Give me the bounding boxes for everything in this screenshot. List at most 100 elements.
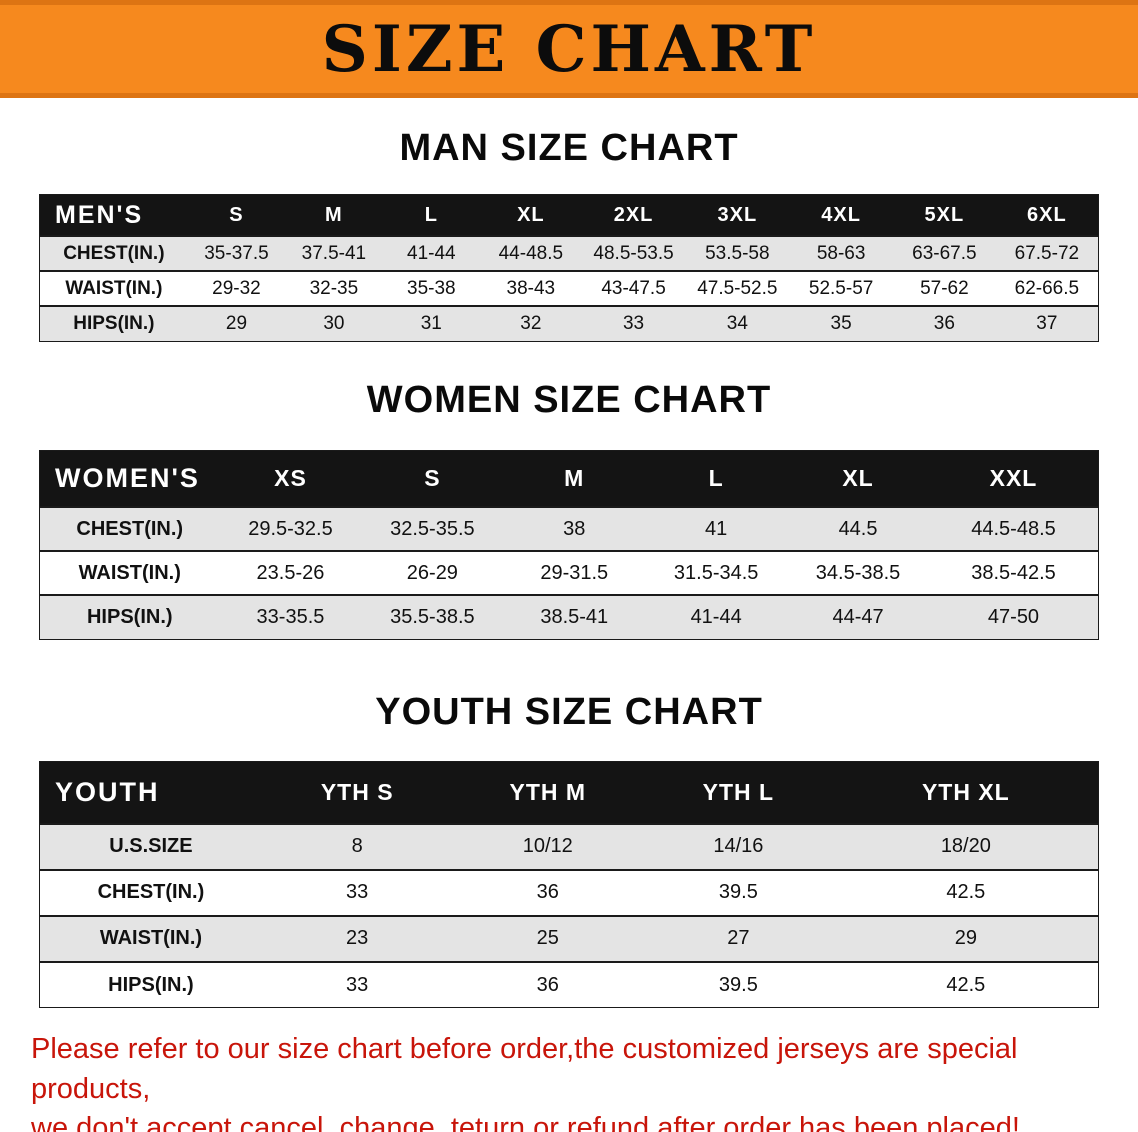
size-cell: 34 bbox=[685, 305, 790, 342]
size-column-header: XL bbox=[480, 194, 582, 237]
row-label: HIPS(IN.) bbox=[39, 305, 188, 342]
size-column-header: L bbox=[382, 194, 481, 237]
size-cell: 35.5-38.5 bbox=[361, 594, 504, 640]
size-cell: 58-63 bbox=[789, 235, 894, 272]
men-header-row: MEN'S S M L XL 2XL 3XL 4XL 5XL 6XL bbox=[39, 194, 1099, 237]
men-section: MAN SIZE CHART MEN'S S M L XL 2XL 3XL 4X… bbox=[0, 127, 1138, 342]
row-label: HIPS(IN.) bbox=[39, 960, 262, 1008]
size-cell: 36 bbox=[452, 868, 644, 916]
size-cell: 38 bbox=[503, 506, 646, 552]
size-cell: 33-35.5 bbox=[219, 594, 362, 640]
size-cell: 34.5-38.5 bbox=[787, 550, 929, 596]
size-column-header: L bbox=[645, 450, 788, 508]
size-cell: 33 bbox=[261, 960, 453, 1008]
size-cell: 47-50 bbox=[928, 594, 1099, 640]
women-header-row: WOMEN'S XS S M L XL XXL bbox=[39, 450, 1099, 508]
size-cell: 62-66.5 bbox=[995, 270, 1099, 307]
youth-section: YOUTH SIZE CHART YOUTH YTH S YTH M YTH L… bbox=[0, 690, 1138, 1009]
size-cell: 35 bbox=[789, 305, 894, 342]
row-label: HIPS(IN.) bbox=[39, 594, 220, 640]
disclaimer-line-2: we don't accept cancel, change, teturn o… bbox=[31, 1111, 1020, 1132]
size-cell: 48.5-53.5 bbox=[581, 235, 686, 272]
size-cell: 44.5 bbox=[787, 506, 929, 552]
size-cell: 36 bbox=[452, 960, 644, 1008]
row-label: CHEST(IN.) bbox=[39, 506, 220, 552]
row-label: WAIST(IN.) bbox=[39, 270, 188, 307]
size-column-header: M bbox=[503, 450, 646, 508]
disclaimer-line-1: Please refer to our size chart before or… bbox=[31, 1033, 1018, 1105]
size-cell: 53.5-58 bbox=[685, 235, 790, 272]
table-row: HIPS(IN.) 29 30 31 32 33 34 35 36 37 bbox=[39, 305, 1099, 342]
size-column-header: 6XL bbox=[995, 194, 1099, 237]
men-table-title: MEN'S bbox=[39, 194, 188, 237]
size-cell: 43-47.5 bbox=[581, 270, 686, 307]
youth-heading: YOUTH SIZE CHART bbox=[375, 690, 763, 733]
size-cell: 32.5-35.5 bbox=[361, 506, 504, 552]
table-row: CHEST(IN.) 35-37.5 37.5-41 41-44 44-48.5… bbox=[39, 235, 1099, 272]
row-label: CHEST(IN.) bbox=[39, 868, 262, 916]
size-column-header: 5XL bbox=[893, 194, 996, 237]
size-cell: 44.5-48.5 bbox=[928, 506, 1099, 552]
size-cell: 25 bbox=[452, 914, 644, 962]
women-size-table: WOMEN'S XS S M L XL XXL CHEST(IN.) 29.5-… bbox=[39, 449, 1099, 640]
row-label: WAIST(IN.) bbox=[39, 914, 262, 962]
size-cell: 30 bbox=[285, 305, 383, 342]
row-label: CHEST(IN.) bbox=[39, 235, 188, 272]
size-column-header: XXL bbox=[928, 450, 1099, 508]
size-column-header: S bbox=[187, 194, 286, 237]
size-cell: 39.5 bbox=[643, 868, 834, 916]
size-cell: 63-67.5 bbox=[893, 235, 996, 272]
size-column-header: YTH XL bbox=[833, 761, 1099, 824]
size-cell: 31.5-34.5 bbox=[645, 550, 788, 596]
size-cell: 37 bbox=[995, 305, 1099, 342]
size-cell: 10/12 bbox=[452, 822, 644, 870]
size-cell: 36 bbox=[893, 305, 996, 342]
size-column-header: 3XL bbox=[685, 194, 790, 237]
table-row: CHEST(IN.) 29.5-32.5 32.5-35.5 38 41 44.… bbox=[39, 506, 1099, 552]
men-heading: MAN SIZE CHART bbox=[399, 127, 739, 169]
men-size-table: MEN'S S M L XL 2XL 3XL 4XL 5XL 6XL CHEST… bbox=[39, 193, 1099, 342]
size-cell: 29-31.5 bbox=[503, 550, 646, 596]
women-table-title: WOMEN'S bbox=[39, 450, 220, 508]
youth-size-table: YOUTH YTH S YTH M YTH L YTH XL U.S.SIZE … bbox=[39, 761, 1099, 1009]
size-cell: 18/20 bbox=[833, 822, 1099, 870]
table-row: WAIST(IN.) 29-32 32-35 35-38 38-43 43-47… bbox=[39, 270, 1099, 307]
size-cell: 39.5 bbox=[643, 960, 834, 1008]
size-cell: 41 bbox=[645, 506, 788, 552]
size-cell: 37.5-41 bbox=[285, 235, 383, 272]
disclaimer-note: Please refer to our size chart before or… bbox=[31, 1030, 1107, 1132]
table-row: U.S.SIZE 8 10/12 14/16 18/20 bbox=[39, 822, 1099, 870]
size-column-header: XL bbox=[787, 450, 929, 508]
size-cell: 32 bbox=[480, 305, 582, 342]
size-cell: 33 bbox=[261, 868, 453, 916]
size-column-header: M bbox=[285, 194, 383, 237]
table-row: HIPS(IN.) 33-35.5 35.5-38.5 38.5-41 41-4… bbox=[39, 594, 1099, 640]
table-row: WAIST(IN.) 23 25 27 29 bbox=[39, 914, 1099, 962]
size-cell: 23 bbox=[261, 914, 453, 962]
size-cell: 67.5-72 bbox=[995, 235, 1099, 272]
size-cell: 44-47 bbox=[787, 594, 929, 640]
size-cell: 23.5-26 bbox=[219, 550, 362, 596]
youth-table-title: YOUTH bbox=[39, 761, 262, 824]
row-label: U.S.SIZE bbox=[39, 822, 262, 870]
size-cell: 47.5-52.5 bbox=[685, 270, 790, 307]
table-row: CHEST(IN.) 33 36 39.5 42.5 bbox=[39, 868, 1099, 916]
size-column-header: 2XL bbox=[581, 194, 686, 237]
size-cell: 33 bbox=[581, 305, 686, 342]
size-cell: 29.5-32.5 bbox=[219, 506, 362, 552]
size-cell: 26-29 bbox=[361, 550, 504, 596]
size-cell: 41-44 bbox=[645, 594, 788, 640]
size-cell: 31 bbox=[382, 305, 481, 342]
row-label: WAIST(IN.) bbox=[39, 550, 220, 596]
size-cell: 8 bbox=[261, 822, 453, 870]
size-cell: 57-62 bbox=[893, 270, 996, 307]
size-column-header: YTH M bbox=[452, 761, 644, 824]
size-column-header: YTH L bbox=[643, 761, 834, 824]
table-row: HIPS(IN.) 33 36 39.5 42.5 bbox=[39, 960, 1099, 1008]
banner: SIZE CHART bbox=[0, 0, 1138, 98]
size-cell: 38.5-42.5 bbox=[928, 550, 1099, 596]
youth-header-row: YOUTH YTH S YTH M YTH L YTH XL bbox=[39, 761, 1099, 824]
size-column-header: S bbox=[361, 450, 504, 508]
size-cell: 29-32 bbox=[187, 270, 286, 307]
